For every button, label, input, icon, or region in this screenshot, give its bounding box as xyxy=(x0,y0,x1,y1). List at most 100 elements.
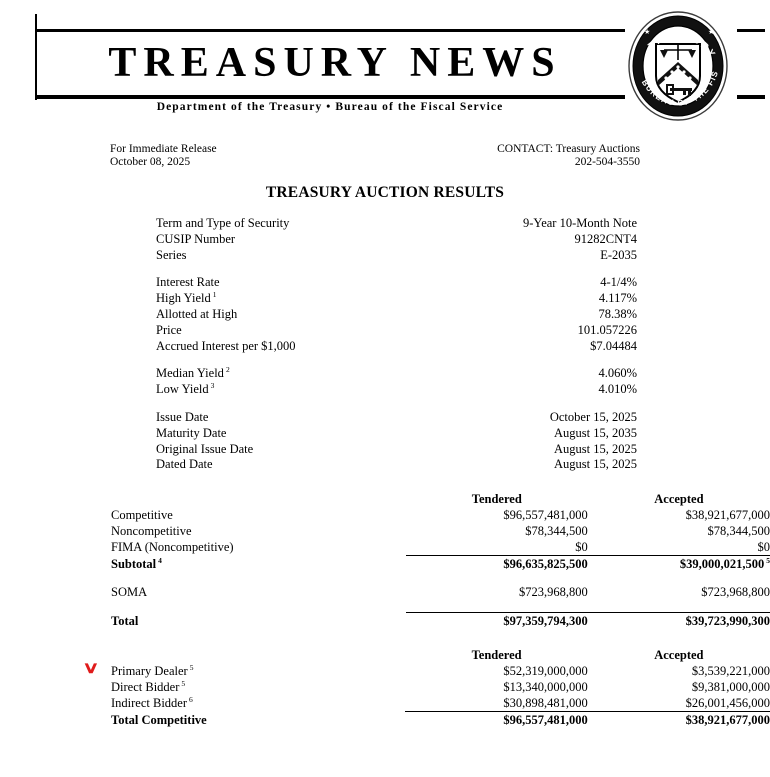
detail-row-allotted-at-high: Allotted at High 78.38% xyxy=(156,307,637,323)
detail-row-cusip: CUSIP Number 91282CNT4 xyxy=(156,232,637,248)
row-label-indirect-bidder: Indirect Bidder 6 xyxy=(111,695,193,711)
masthead-rule-top-right xyxy=(737,29,765,32)
svg-text:★: ★ xyxy=(644,28,650,36)
soma-tendered: $723,968,800 xyxy=(519,585,588,599)
table-row-total: Total $97,359,794,300 $39,723,990,300 xyxy=(103,612,770,629)
row-label-soma: SOMA xyxy=(111,585,148,599)
header-blank xyxy=(103,647,405,663)
masthead-rule-top xyxy=(35,29,625,32)
page-title: TREASURY AUCTION RESULTS xyxy=(265,184,505,201)
detail-value: 78.38% xyxy=(598,306,637,321)
header-accepted: Accepted xyxy=(654,492,704,506)
svg-text:★: ★ xyxy=(708,28,714,36)
bidder-breakdown-table: Tendered Accepted Primary Dealer 5 $52,31… xyxy=(103,647,770,728)
detail-row-high-yield: High Yield 1 4.117% xyxy=(156,291,637,307)
row-accepted: $0 xyxy=(757,540,770,554)
row-tendered: $52,319,000,000 xyxy=(503,664,588,678)
detail-value: 4.117% xyxy=(598,291,637,306)
table-header-row: Tendered Accepted xyxy=(103,647,770,663)
detail-label: Series xyxy=(156,247,187,262)
detail-label: Term and Type of Security xyxy=(156,216,290,230)
detail-row-original-issue-date: Original Issue Date August 15, 2025 xyxy=(156,442,637,458)
row-label-direct-bidder: Direct Bidder 5 xyxy=(111,678,186,694)
detail-value: 4-1/4% xyxy=(600,275,637,290)
detail-value: August 15, 2025 xyxy=(554,457,637,472)
detail-row-issue-date: Issue Date October 15, 2025 xyxy=(156,410,637,426)
detail-row-interest-rate: Interest Rate 4-1/4% xyxy=(156,275,637,291)
footnote-marker: 5 xyxy=(181,678,186,688)
detail-value: 101.057226 xyxy=(577,322,637,337)
table-row-soma: SOMA $723,968,800 $723,968,800 xyxy=(103,584,770,600)
table-header-row: Tendered Accepted xyxy=(103,491,770,507)
row-label-fima: FIMA (Noncompetitive) xyxy=(111,540,234,555)
release-left-block: For Immediate Release October 08, 2025 xyxy=(110,143,217,169)
contact-phone: 202-504-3550 xyxy=(574,156,640,168)
footnote-marker: 2 xyxy=(225,365,230,375)
row-accepted: $9,381,000,000 xyxy=(691,680,770,694)
masthead-rule-bottom xyxy=(35,95,625,99)
detail-row-price: Price 101.057226 xyxy=(156,323,637,339)
footnote-marker: 6 xyxy=(189,695,193,705)
row-accepted: $38,921,677,000 xyxy=(685,508,770,522)
table-row: Noncompetitive $78,344,500 $78,344,500 xyxy=(103,523,770,539)
row-accepted: $78,344,500 xyxy=(707,524,770,538)
contact-label: CONTACT: Treasury Auctions xyxy=(497,143,640,155)
row-label-primary-dealer: Primary Dealer 5 xyxy=(111,662,194,678)
detail-label: Allotted at High xyxy=(156,306,238,321)
detail-value: August 15, 2025 xyxy=(554,441,637,456)
footnote-marker: 5 xyxy=(189,662,194,672)
row-label-subtotal: Subtotal 4 xyxy=(111,555,162,571)
row-label-competitive: Competitive xyxy=(111,508,173,522)
detail-label: Issue Date xyxy=(156,409,209,424)
security-details: Term and Type of Security 9-Year 10-Mont… xyxy=(156,216,637,473)
masthead-rule-bottom-right xyxy=(737,95,765,99)
table-row: FIMA (Noncompetitive) $0 $0 xyxy=(103,539,770,556)
detail-label: Low Yield 3 xyxy=(156,381,215,397)
detail-row-dated-date: Dated Date August 15, 2025 xyxy=(156,457,637,473)
detail-label: Dated Date xyxy=(156,457,213,472)
row-tendered: $30,898,481,000 xyxy=(503,696,588,710)
detail-label: Original Issue Date xyxy=(156,441,254,456)
row-accepted: $26,001,456,000 xyxy=(685,696,770,710)
row-label-total-competitive: Total Competitive xyxy=(111,712,207,727)
detail-row-median-yield: Median Yield 2 4.060% xyxy=(156,366,637,382)
footnote-marker: 1 xyxy=(212,290,217,300)
subtotal-tendered: $96,635,825,500 xyxy=(405,555,588,572)
release-date: October 08, 2025 xyxy=(110,156,191,168)
header-blank xyxy=(103,491,406,507)
table-row-total-competitive: Total Competitive $96,557,481,000 $38,92… xyxy=(103,711,770,728)
soma-accepted: $723,968,800 xyxy=(701,585,770,599)
detail-row-accrued-interest: Accrued Interest per $1,000 $7.04484 xyxy=(156,339,637,355)
header-tendered: Tendered xyxy=(471,648,522,662)
table-row-subtotal: Subtotal 4 $96,635,825,500 $39,000,021,50… xyxy=(103,555,770,572)
footnote-marker: 5 xyxy=(766,555,770,565)
detail-label: Interest Rate xyxy=(156,275,220,290)
treasury-seal-icon: TREASURY BUREAU OF THE FISCAL SERVICE ★ … xyxy=(626,10,728,121)
release-contact-block: CONTACT: Treasury Auctions 202-504-3550 xyxy=(400,143,640,169)
header-accepted: Accepted xyxy=(654,648,704,662)
immediate-release-label: For Immediate Release xyxy=(110,143,217,155)
detail-label: Accrued Interest per $1,000 xyxy=(156,338,296,353)
detail-label: CUSIP Number xyxy=(156,231,236,246)
row-tendered: $13,340,000,000 xyxy=(503,680,588,694)
detail-value: 91282CNT4 xyxy=(574,231,638,246)
row-accepted: $3,539,221,000 xyxy=(691,664,770,678)
masthead-left-bar xyxy=(35,14,37,100)
detail-value: $7.04484 xyxy=(590,338,637,353)
masthead-title: TREASURY NEWS xyxy=(108,40,562,86)
masthead-subtitle: Department of the Treasury • Bureau of t… xyxy=(156,101,504,113)
detail-label: High Yield 1 xyxy=(156,290,217,306)
table-row: Direct Bidder 5 $13,340,000,000 $9,381,00… xyxy=(103,679,770,695)
detail-label: Maturity Date xyxy=(156,425,227,440)
red-check-annotation: ∨ xyxy=(82,659,100,678)
detail-row-term: Term and Type of Security 9-Year 10-Mont… xyxy=(156,216,637,232)
footnote-marker: 4 xyxy=(158,555,162,565)
detail-value: 4.060% xyxy=(598,366,637,381)
detail-label: Price xyxy=(156,322,182,337)
row-tendered: $78,344,500 xyxy=(525,524,588,538)
detail-value: 4.010% xyxy=(598,382,637,397)
table-row: Primary Dealer 5 $52,319,000,000 $3,539,2… xyxy=(103,663,770,679)
row-tendered: $0 xyxy=(575,540,588,554)
detail-spacer xyxy=(156,398,637,410)
header-tendered: Tendered xyxy=(471,492,522,506)
